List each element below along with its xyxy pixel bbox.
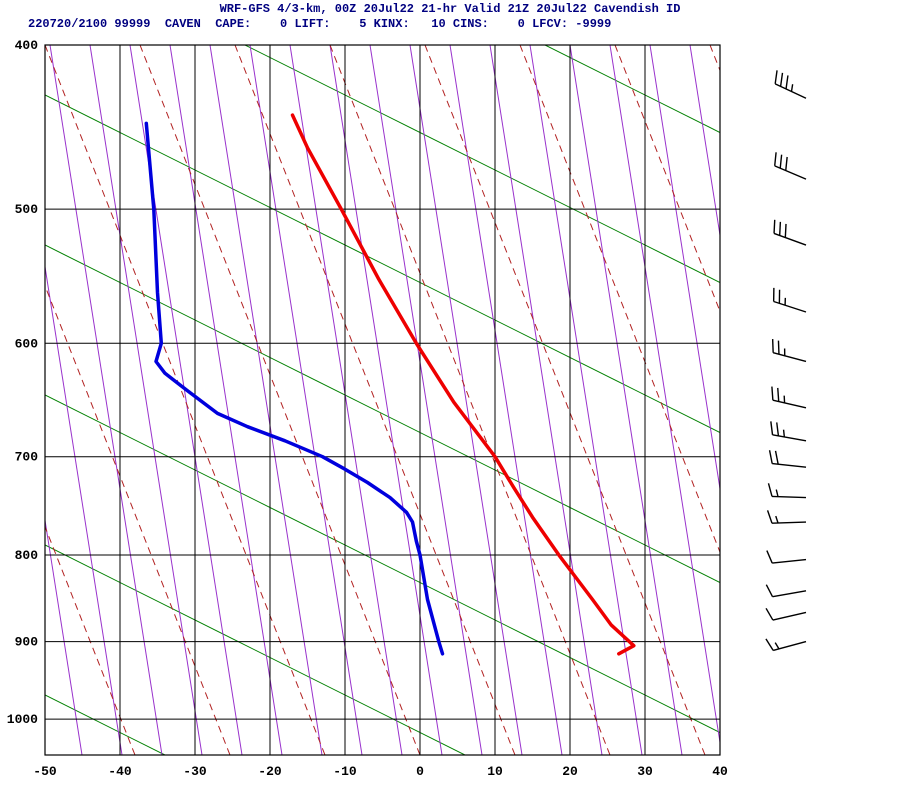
temperature-tick-label: 20	[562, 764, 578, 779]
pressure-tick-label: 500	[15, 202, 39, 217]
mixing-ratio-lines	[45, 45, 720, 755]
chart-title: WRF-GFS 4/3-km, 00Z 20Jul22 21-hr Valid …	[219, 2, 681, 16]
wind-barb-column	[765, 70, 807, 652]
temperature-tick-label: -20	[258, 764, 282, 779]
chart-info-line: 220720/2100 99999 CAVEN CAPE: 0 LIFT: 5 …	[28, 17, 612, 31]
wind-barb	[770, 421, 807, 442]
temperature-tick-label: 10	[487, 764, 503, 779]
temperature-tick-label: 30	[637, 764, 653, 779]
wind-barb	[766, 510, 807, 524]
wind-barb	[774, 152, 807, 180]
pressure-tick-label: 700	[15, 450, 39, 465]
wind-barb	[768, 450, 807, 468]
temperature-tick-label: -30	[183, 764, 207, 779]
temperature-axis-labels: -50 -40 -30 -20 -10 0 10 20 30 40	[33, 764, 728, 779]
wind-barb	[771, 339, 807, 363]
dewpoint-trace	[144, 121, 445, 656]
pressure-tick-label: 900	[15, 635, 39, 650]
pressure-tick-label: 400	[15, 38, 39, 53]
pressure-axis-labels: 400 500 600 700 800 900 1000	[7, 38, 38, 727]
temperature-trace	[290, 113, 636, 656]
wind-barb	[766, 550, 807, 564]
moist-adiabat-lines	[45, 45, 720, 755]
temperature-tick-label: -50	[33, 764, 57, 779]
wind-barb	[771, 386, 807, 409]
wind-barb	[767, 483, 807, 499]
wind-barb	[765, 638, 807, 652]
temperature-tick-label: -40	[108, 764, 132, 779]
wind-barb	[772, 287, 807, 313]
temperature-tick-label: -10	[333, 764, 357, 779]
temperature-tick-label: 40	[712, 764, 728, 779]
wind-barb	[765, 584, 807, 598]
wind-barb	[773, 219, 807, 246]
pressure-tick-label: 600	[15, 336, 39, 351]
plot-border	[44, 44, 721, 756]
wind-barb	[774, 70, 807, 99]
temperature-tick-label: 0	[416, 764, 424, 779]
pressure-tick-label: 1000	[7, 712, 38, 727]
wind-barb	[765, 607, 807, 621]
pressure-tick-label: 800	[15, 548, 39, 563]
